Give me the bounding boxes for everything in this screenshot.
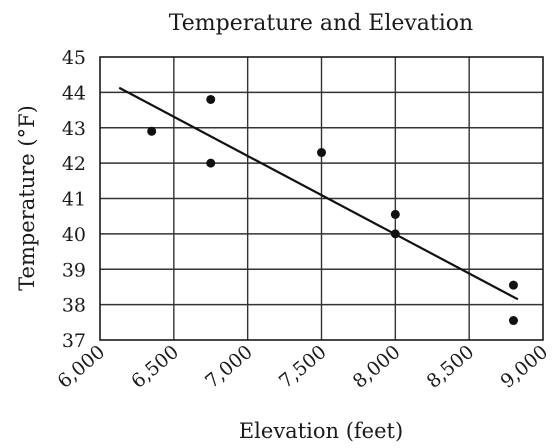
- trend-line: [118, 86, 519, 301]
- data-point: [206, 158, 216, 168]
- y-tick-label: 41: [62, 189, 86, 211]
- x-tick-label: 9,000: [496, 341, 552, 393]
- data-point: [147, 126, 157, 136]
- chart-title: Temperature and Elevation: [169, 11, 473, 36]
- y-tick-label: 43: [62, 118, 86, 140]
- x-tick-label: 6,500: [127, 341, 183, 393]
- y-axis-label: Temperature (°F): [15, 105, 39, 291]
- data-point: [317, 148, 326, 158]
- x-axis-label: Elevation (feet): [239, 419, 403, 443]
- y-tick-label: 42: [62, 153, 86, 175]
- x-tick-label: 8,000: [349, 341, 405, 393]
- y-tick-label: 39: [62, 259, 86, 281]
- x-tick-labels: 6,000 6,500 7,000 7,500 8,000 8,500 9,000: [53, 341, 552, 393]
- trend-line-group: [118, 86, 519, 301]
- data-points: [147, 94, 518, 326]
- y-tick-label: 45: [62, 47, 86, 69]
- y-tick-label: 37: [62, 330, 86, 352]
- x-tick-label: 8,500: [423, 341, 479, 393]
- x-tick-label: 7,000: [201, 341, 257, 393]
- data-point: [390, 209, 400, 219]
- data-point: [508, 316, 518, 326]
- grid: [100, 57, 543, 340]
- plot-frame: [99, 56, 544, 341]
- y-tick-label: 40: [62, 224, 86, 246]
- data-point: [508, 280, 518, 290]
- y-tick-label: 38: [62, 295, 86, 317]
- data-point: [390, 229, 400, 239]
- data-point: [206, 94, 216, 104]
- y-tick-label: 44: [62, 82, 86, 104]
- x-tick-label: 7,500: [275, 341, 331, 393]
- y-tick-labels: 37 38 39 40 41 42 43 44 45: [62, 47, 86, 352]
